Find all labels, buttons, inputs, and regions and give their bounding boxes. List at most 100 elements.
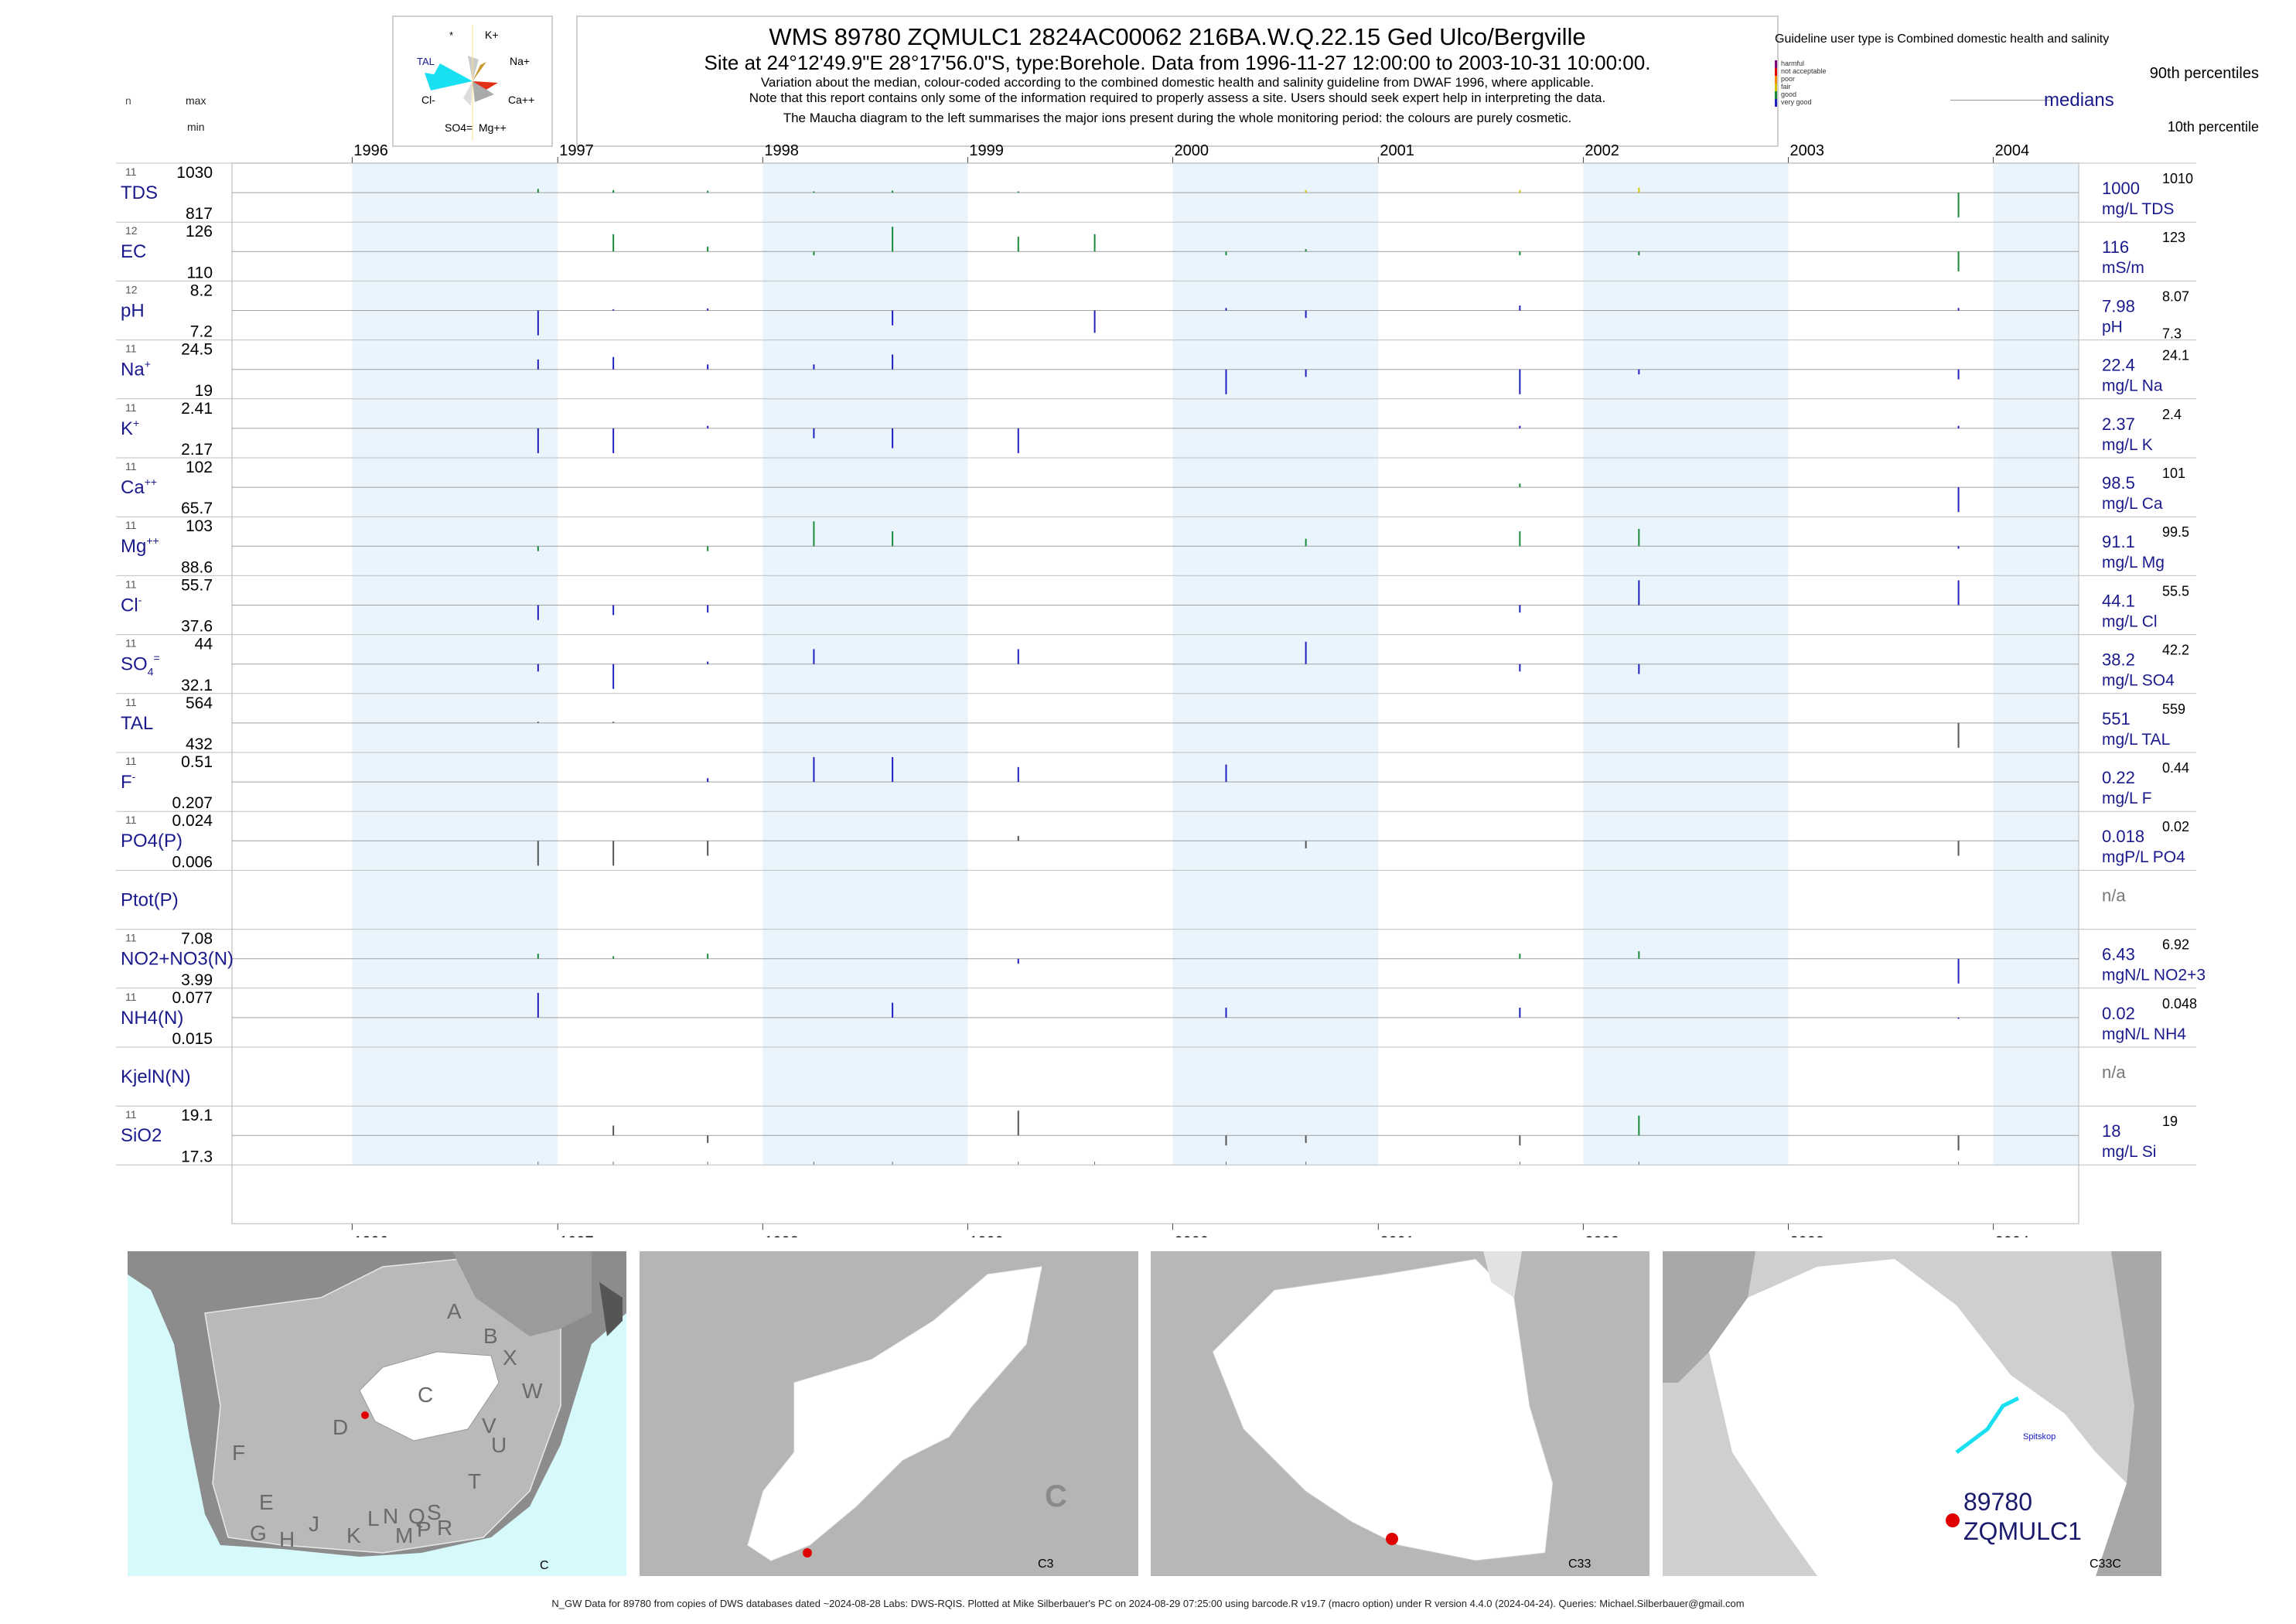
- panel-n: 12: [125, 283, 138, 295]
- panel-n: 11: [125, 932, 137, 944]
- panel-unit: mgP/L PO4: [2102, 848, 2185, 866]
- panel-n: 12: [125, 224, 138, 237]
- maucha-diagram: * K+ TAL Na+ Cl- Ca++ SO4= Mg++: [392, 15, 553, 147]
- panel-median: 6.43: [2102, 945, 2135, 964]
- year-label-bottom: 2000: [1175, 1233, 1209, 1237]
- panel-median: 91.1: [2102, 532, 2135, 551]
- panel-max: 2.41: [181, 400, 213, 418]
- panel-p90: 24.1: [2162, 348, 2189, 363]
- panel-unit: pH: [2102, 318, 2123, 336]
- panel-unit: mgN/L NO2+3: [2102, 967, 2206, 984]
- panel-min: 17.3: [181, 1148, 213, 1165]
- map1-region-label: F: [232, 1441, 246, 1465]
- year-label-top: 2001: [1380, 142, 1414, 159]
- panel-label-1: EC: [121, 241, 146, 262]
- panel-median: 0.22: [2102, 768, 2135, 787]
- panel-min: 110: [187, 264, 213, 281]
- median-line-sample: [1950, 100, 2051, 101]
- panel-max: 7.08: [181, 930, 213, 948]
- panel-label-3: Na+: [121, 358, 151, 380]
- year-label-bottom: 1997: [559, 1233, 594, 1237]
- legend-swatch-4: [1775, 91, 1777, 99]
- legend-level-label: very good: [1781, 98, 1812, 106]
- medians-label: medians: [2044, 90, 2114, 111]
- panel-median: 0.018: [2102, 827, 2144, 846]
- panel-label-11: PO4(P): [121, 831, 183, 851]
- panel-label-14: NH4(N): [121, 1008, 183, 1029]
- map1-region-label: R: [437, 1516, 453, 1540]
- year-label-top: 2002: [1585, 142, 1619, 159]
- panel-p90: 8.07: [2162, 288, 2189, 304]
- panel-label-6: Mg++: [121, 534, 159, 557]
- panel-n: 11: [125, 755, 137, 767]
- panel-p90: 0.048: [2162, 996, 2197, 1012]
- panel-unit: mg/L TAL: [2102, 731, 2170, 749]
- note-3: The Maucha diagram to the left summarise…: [783, 111, 1572, 125]
- map1-region-label: V: [482, 1414, 496, 1438]
- maucha-label-0: *: [449, 29, 453, 41]
- panel-max: 0.51: [181, 753, 213, 771]
- panel-p90: 99.5: [2162, 524, 2189, 540]
- panel-median: 116: [2102, 237, 2129, 257]
- page-title: WMS 89780 ZQMULC1 2824AC00062 216BA.W.Q.…: [769, 23, 1586, 50]
- panel-p90: 559: [2162, 701, 2185, 717]
- map1-region-label: Q: [408, 1504, 425, 1528]
- year-label-bottom: 1996: [353, 1233, 388, 1237]
- panel-unit: mg/L F: [2102, 790, 2152, 807]
- map4-site-id: 89780: [1963, 1488, 2032, 1516]
- panel-median: 0.02: [2102, 1004, 2135, 1023]
- panel-p90: 42.2: [2162, 643, 2189, 658]
- map-c3: C C3: [640, 1251, 1138, 1576]
- guideline-title: Guideline user type is Combined domestic…: [1775, 32, 2110, 46]
- map1-region-label: W: [522, 1379, 543, 1403]
- panel-min: 7.2: [190, 323, 213, 341]
- panel-median: n/a: [2102, 885, 2126, 905]
- map1-region-label: T: [468, 1469, 482, 1493]
- footer-text: N_GW Data for 89780 from copies of DWS d…: [551, 1598, 1745, 1609]
- legend-swatch-2: [1775, 76, 1777, 84]
- map1-region-label: H: [279, 1527, 295, 1551]
- legend-swatch-5: [1775, 99, 1777, 107]
- panel-label-4: K+: [121, 417, 139, 439]
- maucha-label-4: Cl-: [421, 94, 435, 106]
- legend-swatch-1: [1775, 68, 1777, 76]
- panel-min: 0.207: [172, 794, 213, 812]
- panel-p90: 1010: [2162, 171, 2193, 186]
- legend-level-label: harmful: [1781, 60, 1805, 67]
- panel-min: 0.015: [172, 1030, 213, 1048]
- legend-swatch-0: [1775, 60, 1777, 68]
- panel-n: 11: [125, 343, 137, 355]
- panel-n: 11: [125, 991, 137, 1003]
- panel-median: 18: [2102, 1121, 2120, 1141]
- panel-p90: 101: [2162, 466, 2185, 481]
- panel-max: 44: [195, 636, 213, 653]
- note-1: Variation about the median, colour-coded…: [760, 75, 1595, 90]
- panel-min: 432: [186, 735, 213, 753]
- year-label-bottom: 2003: [1790, 1233, 1825, 1237]
- panel-max: 126: [186, 223, 213, 241]
- panel-min: 88.6: [181, 558, 213, 576]
- panel-unit: mg/L K: [2102, 436, 2153, 454]
- map1-region-label: N: [383, 1504, 399, 1528]
- page-subtitle: Site at 24°12'49.9"E 28°17'56.0"S, type:…: [704, 51, 1651, 74]
- year-label-bottom: 2004: [1995, 1233, 2030, 1237]
- map1-region-label: B: [483, 1324, 498, 1348]
- map1-region-label: G: [250, 1521, 267, 1545]
- panel-median: 98.5: [2102, 473, 2135, 493]
- panel-max: 8.2: [190, 281, 213, 299]
- map-c33c: Spitskop 89780 ZQMULC1 C33C: [1663, 1251, 2161, 1576]
- panel-n: 11: [125, 637, 137, 650]
- year-label-top: 1998: [764, 142, 798, 159]
- panel-median: 7.98: [2102, 296, 2135, 316]
- maucha-svg: * K+ TAL Na+ Cl- Ca++ SO4= Mg++: [417, 25, 534, 141]
- max-header: max: [186, 94, 206, 107]
- year-label-top: 2000: [1175, 142, 1209, 159]
- year-label-bottom: 1999: [969, 1233, 1004, 1237]
- n-header: n: [125, 94, 131, 107]
- maucha-label-6: SO4=: [445, 121, 473, 134]
- map2-letter: C: [1045, 1479, 1067, 1513]
- panel-max: 19.1: [181, 1107, 213, 1124]
- panel-p90: 55.5: [2162, 583, 2189, 599]
- panel-label-2: pH: [121, 300, 145, 321]
